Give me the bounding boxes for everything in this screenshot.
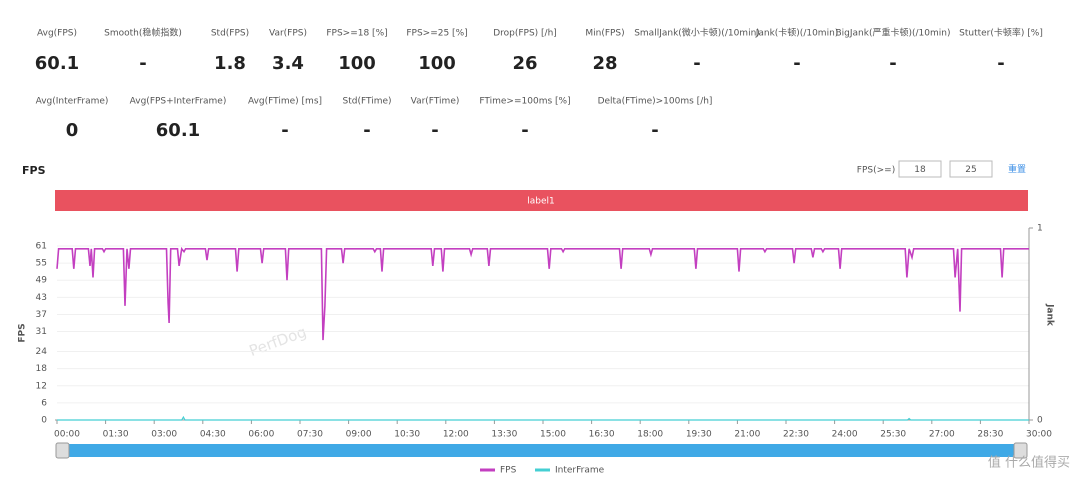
stat-value: - [997,53,1004,74]
stat-value: - [431,120,438,141]
stat-value: 60.1 [156,120,200,141]
label-bar[interactable] [55,190,1028,211]
section-title: FPS [22,164,46,177]
y-tick-label: 24 [36,347,48,357]
x-tick-label: 21:00 [734,430,760,440]
stat-label: BigJank(严重卡顿)(/10min) [836,27,951,39]
x-tick-label: 13:30 [491,430,517,440]
series-line [57,415,1029,421]
y2-tick-label: 0 [1037,416,1043,426]
x-tick-label: 01:30 [103,430,129,440]
legend-label: InterFrame [555,466,605,476]
label-bar-text: label1 [527,197,555,207]
stat-label: Delta(FTime)>100ms [/h] [598,97,713,107]
stat-value: - [139,53,146,74]
x-tick-label: 03:00 [151,430,177,440]
y-tick-label: 0 [41,416,47,426]
slider-handle[interactable] [55,442,70,459]
stat-value: 0 [66,120,79,141]
x-tick-label: 27:00 [929,430,955,440]
stat-label: Avg(FTime) [ms] [248,97,322,107]
x-tick-label: 16:30 [589,430,615,440]
y-tick-label: 49 [36,276,48,286]
stat-label: SmallJank(微小卡顿)(/10min) [634,27,760,39]
stat-value: 1.8 [214,53,246,74]
stat-value: - [793,53,800,74]
y-tick-label: 31 [36,327,47,337]
y-tick-label: 37 [36,310,47,320]
y-tick-label: 6 [41,398,47,408]
stat-label: FTime>=100ms [%] [479,97,570,107]
stat-label: FPS>=18 [%] [326,29,387,39]
y-tick-label: 18 [36,364,48,374]
x-tick-label: 09:00 [346,430,372,440]
stat-label: Avg(FPS+InterFrame) [130,97,227,107]
stat-label: Std(FTime) [342,97,391,107]
stat-value: - [651,120,658,141]
stat-value: 60.1 [35,53,79,74]
y-tick-label: 61 [36,241,47,251]
slider-handle[interactable] [1013,442,1028,459]
x-tick-label: 06:00 [248,430,274,440]
legend-label: FPS [500,466,517,476]
y-axis-label: FPS [18,323,28,342]
x-tick-label: 25:30 [880,430,906,440]
reset-button[interactable]: 重置 [1008,163,1026,175]
threshold-input[interactable] [949,160,993,178]
y-tick-label: 43 [36,293,47,303]
stat-label: Jank(卡顿)(/10min) [755,27,839,39]
stat-label: Min(FPS) [585,29,624,39]
y2-axis-label: Jank [1045,303,1055,327]
stat-label: Avg(FPS) [37,29,77,39]
stat-label: Std(FPS) [211,29,249,39]
x-tick-label: 12:00 [443,430,469,440]
stat-value: 28 [592,53,617,74]
stat-label: Smooth(稳帧指数) [104,27,182,39]
x-tick-label: 19:30 [686,430,712,440]
stat-value: - [693,53,700,74]
stat-label: FPS>=25 [%] [406,29,467,39]
stat-value: 100 [338,53,376,74]
x-tick-label: 07:30 [297,430,323,440]
x-tick-label: 04:30 [200,430,226,440]
threshold-label: FPS(>=) [857,166,895,176]
threshold-input[interactable] [898,160,942,178]
threshold-value: 25 [965,165,976,175]
series-line [56,246,1029,341]
x-tick-label: 00:00 [54,430,80,440]
x-tick-label: 30:00 [1026,430,1052,440]
stat-value: 26 [512,53,537,74]
range-slider[interactable] [62,444,1022,457]
x-tick-label: 10:30 [394,430,420,440]
stat-value: 3.4 [272,53,304,74]
stat-label: Drop(FPS) [/h] [493,29,557,39]
stat-value: - [521,120,528,141]
stat-value: - [363,120,370,141]
y-tick-label: 12 [36,381,47,391]
x-tick-label: 15:00 [540,430,566,440]
stat-value: 100 [418,53,456,74]
stat-value: - [281,120,288,141]
x-tick-label: 22:30 [783,430,809,440]
watermark: PerfDog [247,323,309,360]
stat-label: Avg(InterFrame) [36,97,109,107]
stat-label: Var(FTime) [411,97,460,107]
stat-value: - [889,53,896,74]
x-tick-label: 24:00 [832,430,858,440]
threshold-value: 18 [914,165,926,175]
y-tick-label: 55 [36,259,47,269]
stat-label: Var(FPS) [269,29,307,39]
y2-tick-label: 1 [1037,224,1043,234]
x-tick-label: 18:00 [637,430,663,440]
stat-label: Stutter(卡顿率) [%] [959,27,1043,39]
site-watermark: 值 什么值得买 [988,455,1070,471]
x-tick-label: 28:30 [977,430,1003,440]
